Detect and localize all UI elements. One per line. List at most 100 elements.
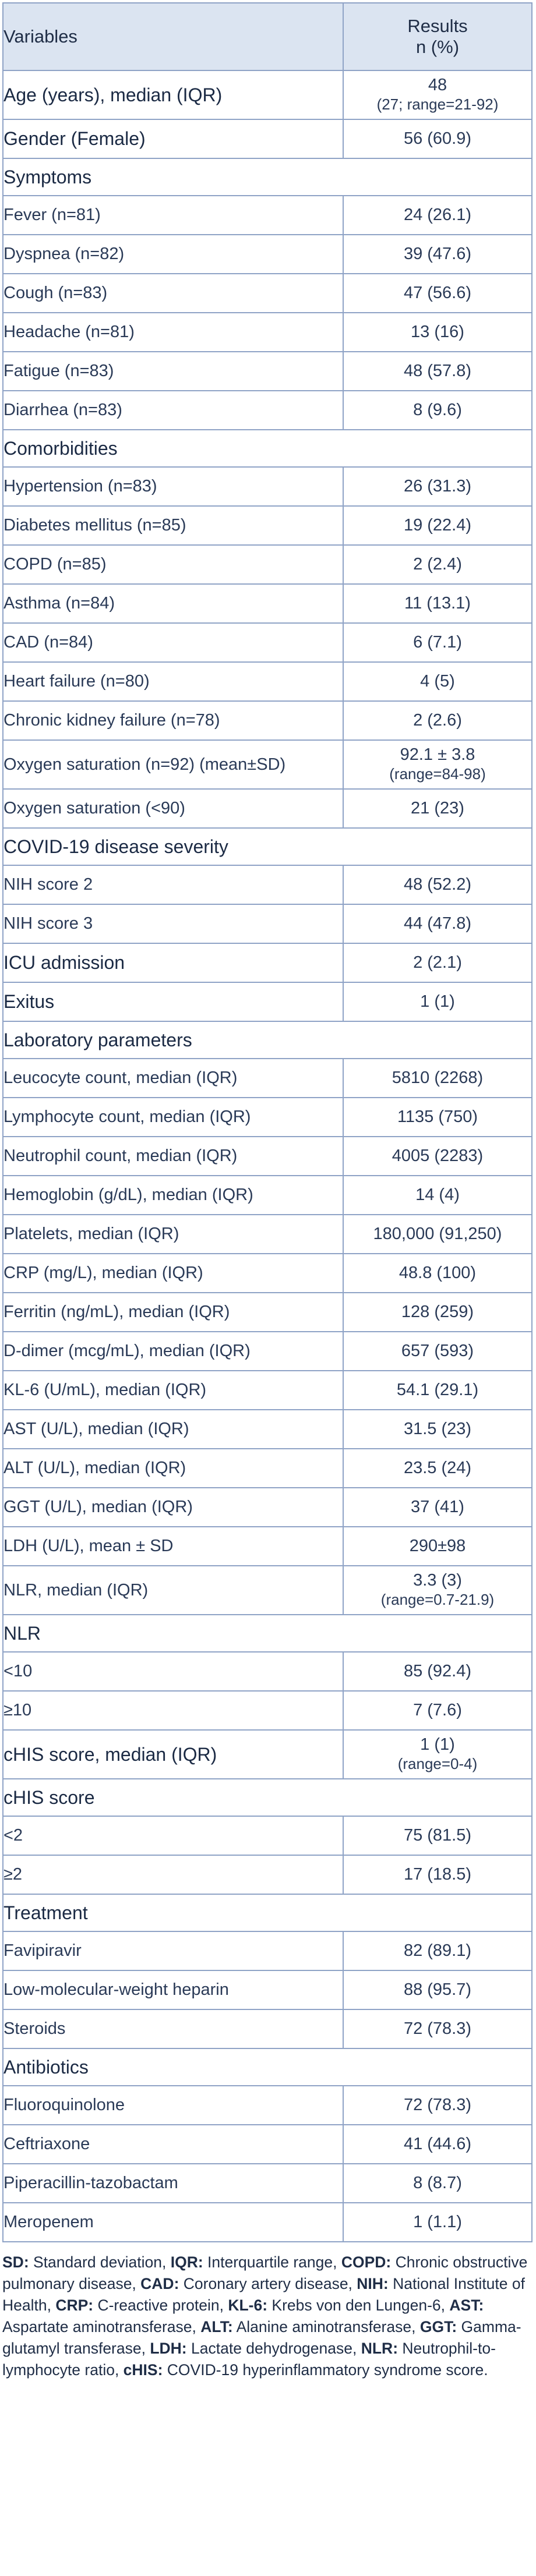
- row-value: 1 (1): [420, 992, 455, 1011]
- section-row: COVID-19 disease severity: [2, 827, 533, 866]
- row-value: 8 (9.6): [413, 401, 462, 419]
- row-value: 92.1 ± 3.8: [400, 745, 475, 764]
- row-value: 47 (56.6): [403, 284, 472, 302]
- row-value: 37 (41): [411, 1498, 464, 1516]
- row-label: ICU admission: [2, 943, 344, 983]
- row-value: 657 (593): [401, 1342, 474, 1360]
- table-row: ≥2 17 (18.5): [2, 1855, 533, 1895]
- row-value: 48 (52.2): [403, 875, 472, 894]
- row-value: 6 (7.1): [413, 633, 462, 652]
- row-value: 48: [428, 76, 447, 94]
- row-value-cell: 8 (8.7): [343, 2163, 533, 2203]
- table-row: Ferritin (ng/mL), median (IQR) 128 (259): [2, 1292, 533, 1332]
- table-row: GGT (U/L), median (IQR) 37 (41): [2, 1487, 533, 1527]
- table-row: NIH score 2 48 (52.2): [2, 865, 533, 905]
- section-row: Antibiotics: [2, 2048, 533, 2086]
- table-row: Platelets, median (IQR) 180,000 (91,250): [2, 1214, 533, 1254]
- row-label: Hypertension (n=83): [2, 466, 344, 507]
- row-value-cell: 26 (31.3): [343, 466, 533, 507]
- table-row: Lymphocyte count, median (IQR) 1135 (750): [2, 1097, 533, 1137]
- table-row: LDH (U/L), mean ± SD 290±98: [2, 1526, 533, 1566]
- row-value: 13 (16): [411, 323, 464, 341]
- row-value-cell: 180,000 (91,250): [343, 1214, 533, 1254]
- row-value: 24 (26.1): [403, 206, 472, 224]
- row-value: 290±98: [409, 1537, 466, 1555]
- table-row: Hypertension (n=83) 26 (31.3): [2, 466, 533, 507]
- footnote-definition: Krebs von den Lungen-6,: [267, 2297, 450, 2314]
- row-value-cell: 657 (593): [343, 1331, 533, 1371]
- row-value: 4 (5): [420, 672, 455, 691]
- table-row: Fluoroquinolone 72 (78.3): [2, 2085, 533, 2125]
- row-label: Ceftriaxone: [2, 2124, 344, 2164]
- row-value: 128 (259): [401, 1303, 474, 1321]
- row-label: Dyspnea (n=82): [2, 234, 344, 274]
- table-row: NLR, median (IQR) 3.3 (3) (range=0.7-21.9): [2, 1565, 533, 1615]
- row-value-cell: 48.8 (100): [343, 1253, 533, 1293]
- row-label: Ferritin (ng/mL), median (IQR): [2, 1292, 344, 1332]
- table-row: CRP (mg/L), median (IQR) 48.8 (100): [2, 1253, 533, 1293]
- section-row: Symptoms: [2, 158, 533, 196]
- section-heading: Antibiotics: [2, 2048, 533, 2086]
- row-value-cell: 4 (5): [343, 661, 533, 702]
- row-label: ≥10: [2, 1690, 344, 1731]
- row-value-cell: 2 (2.4): [343, 544, 533, 585]
- footnote-abbr: SD:: [2, 2253, 29, 2271]
- row-value: 2 (2.1): [413, 953, 462, 972]
- row-label: Meropenem: [2, 2202, 344, 2242]
- table-row: Heart failure (n=80) 4 (5): [2, 661, 533, 702]
- row-label: D-dimer (mcg/mL), median (IQR): [2, 1331, 344, 1371]
- row-value-cell: 1 (1.1): [343, 2202, 533, 2242]
- row-label: cHIS score, median (IQR): [2, 1729, 344, 1779]
- row-value-cell: 19 (22.4): [343, 505, 533, 546]
- section-heading: COVID-19 disease severity: [2, 827, 533, 866]
- row-value-cell: 13 (16): [343, 312, 533, 352]
- row-value-cell: 290±98: [343, 1526, 533, 1566]
- row-value: 180,000 (91,250): [373, 1225, 502, 1243]
- table-row: Diabetes mellitus (n=85) 19 (22.4): [2, 505, 533, 546]
- row-value-detail: (27; range=21-92): [376, 95, 499, 113]
- footnote-abbr: IQR:: [170, 2253, 203, 2271]
- footnote-definition: National Institute of Health,: [2, 2275, 525, 2314]
- row-label: Fluoroquinolone: [2, 2085, 344, 2125]
- row-value-detail: (range=0-4): [397, 1755, 478, 1772]
- row-value-cell: 39 (47.6): [343, 234, 533, 274]
- row-label: Oxygen saturation (<90): [2, 788, 344, 829]
- section-heading: Laboratory parameters: [2, 1021, 533, 1059]
- row-label: Chronic kidney failure (n=78): [2, 700, 344, 741]
- section-row: Laboratory parameters: [2, 1021, 533, 1059]
- row-value-cell: 4005 (2283): [343, 1136, 533, 1176]
- row-value: 26 (31.3): [403, 477, 472, 496]
- row-value-cell: 41 (44.6): [343, 2124, 533, 2164]
- footnote-definition: Standard deviation,: [29, 2253, 171, 2271]
- row-label: <2: [2, 1816, 344, 1856]
- row-value: 21 (23): [411, 799, 464, 818]
- row-value-cell: 85 (92.4): [343, 1651, 533, 1692]
- row-value-cell: 82 (89.1): [343, 1931, 533, 1971]
- table-row: Cough (n=83) 47 (56.6): [2, 273, 533, 313]
- footnote-abbr: NIH:: [357, 2275, 389, 2292]
- row-label: Headache (n=81): [2, 312, 344, 352]
- section-row: Comorbidities: [2, 429, 533, 468]
- row-value: 85 (92.4): [403, 1662, 472, 1680]
- row-value: 17 (18.5): [403, 1865, 472, 1884]
- row-value-cell: 17 (18.5): [343, 1855, 533, 1895]
- table-row: Diarrhea (n=83) 8 (9.6): [2, 390, 533, 430]
- row-value-cell: 56 (60.9): [343, 119, 533, 159]
- row-value-detail: (range=84-98): [389, 765, 486, 783]
- row-label: Lymphocyte count, median (IQR): [2, 1097, 344, 1137]
- row-label: Leucocyte count, median (IQR): [2, 1058, 344, 1098]
- row-value: 88 (95.7): [403, 1980, 472, 1999]
- table-row: Oxygen saturation (n=92) (mean±SD) 92.1 ±…: [2, 739, 533, 790]
- footnote-abbr: CAD:: [140, 2275, 179, 2292]
- row-label: Oxygen saturation (n=92) (mean±SD): [2, 739, 344, 790]
- footnote: SD: Standard deviation, IQR: Interquarti…: [2, 2252, 531, 2381]
- row-value: 48.8 (100): [399, 1264, 477, 1282]
- footnote-definition: C-reactive protein,: [93, 2297, 228, 2314]
- table-row: Meropenem 1 (1.1): [2, 2202, 533, 2242]
- footnote-abbr: CRP:: [55, 2297, 94, 2314]
- table-row: Exitus 1 (1): [2, 982, 533, 1022]
- row-label: NLR, median (IQR): [2, 1565, 344, 1615]
- row-label: Cough (n=83): [2, 273, 344, 313]
- row-value: 31.5 (23): [403, 1420, 472, 1438]
- table-row: Steroids 72 (78.3): [2, 2009, 533, 2049]
